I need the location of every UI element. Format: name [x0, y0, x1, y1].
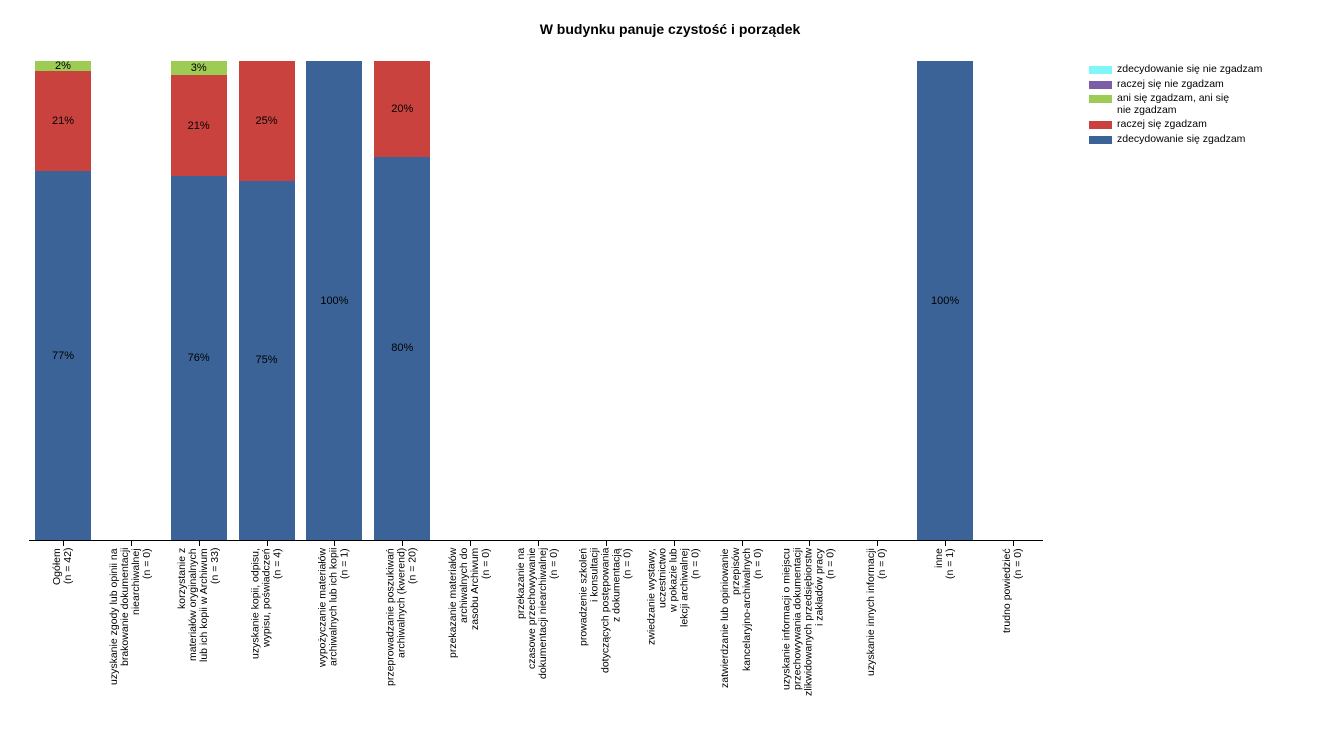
- x-axis-label: uzyskanie innych informacji (n = 0): [865, 548, 889, 676]
- legend-label: zdecydowanie się nie zgadzam: [1117, 63, 1263, 75]
- bar-segment: [35, 61, 91, 71]
- x-axis-tick: [537, 541, 539, 546]
- legend-swatch: [1089, 121, 1112, 129]
- x-axis-tick: [470, 541, 472, 546]
- x-axis-tick: [741, 541, 743, 546]
- x-axis-tick: [130, 541, 132, 546]
- legend-item: zdecydowanie się zgadzam: [1089, 132, 1262, 146]
- x-axis-tick: [402, 541, 404, 546]
- x-axis-tick: [605, 541, 607, 546]
- bar-segment-value: 100%: [930, 294, 960, 307]
- x-axis-label: zatwierdzanie lub opiniowanie przepisów …: [718, 548, 764, 688]
- bar-segment-value: 2%: [55, 59, 71, 72]
- x-axis-label: inne (n = 1): [933, 548, 957, 579]
- x-axis-label: przekazanie na czasowe przechowywanie do…: [514, 548, 560, 680]
- legend: zdecydowanie się nie zgadzam raczej się n…: [1089, 63, 1263, 146]
- legend-label: ani się zgadzam, ani się nie zgadzam: [1117, 92, 1230, 116]
- x-axis-tick: [334, 541, 336, 546]
- x-axis-tick: [1012, 541, 1014, 546]
- x-axis-label: wypożyczanie materiałów archiwalnych lub…: [316, 548, 351, 668]
- x-axis-tick: [673, 541, 675, 546]
- bar-segment: [35, 70, 91, 172]
- x-axis-tick: [198, 541, 200, 546]
- legend-swatch: [1089, 80, 1112, 89]
- bar-segment: [170, 175, 227, 540]
- x-axis-label: przekazanie materiałów archiwalnych do z…: [447, 548, 493, 659]
- bar-segment: [170, 61, 227, 76]
- x-axis-tick: [266, 541, 268, 546]
- x-axis-tick: [63, 541, 64, 546]
- bar-segment-value: 100%: [320, 294, 349, 307]
- x-axis-tick: [877, 541, 879, 546]
- bar-segment: [374, 61, 431, 157]
- x-axis-label: zwiedzanie wystawy, uczestnictwo w pokaz…: [645, 548, 702, 645]
- legend-swatch: [1089, 95, 1112, 103]
- bar-segment: [374, 156, 431, 540]
- bar-segment: [35, 171, 91, 540]
- bar-segment: [306, 61, 363, 540]
- x-axis-label: trudno powiedzieć (n = 0): [1000, 548, 1024, 633]
- chart-title: W budynku panuje czystość i porządek: [539, 21, 801, 37]
- x-axis-tick: [945, 541, 947, 546]
- x-axis-label: uzyskanie zgody lub opinii na brakowanie…: [107, 548, 153, 685]
- bar-segment-value: 75%: [255, 354, 278, 367]
- x-axis-label: uzyskanie kopii, odpisu, wypisu, poświad…: [249, 548, 284, 659]
- x-axis-label: przeprowadzanie poszukiwań archiwalnych …: [384, 548, 419, 686]
- bar-segment-value: 25%: [255, 114, 278, 127]
- legend-label: raczej się nie zgadzam: [1117, 77, 1224, 90]
- bar-segment-value: 20%: [391, 102, 414, 115]
- legend-label: zdecydowanie się zgadzam: [1117, 132, 1246, 145]
- legend-item: raczej się nie zgadzam: [1089, 77, 1262, 91]
- x-axis-label: prowadzenie szkoleń i konsultacji dotycz…: [577, 548, 634, 674]
- x-axis-label: korzystanie z materiałów oryginalnych lu…: [175, 548, 221, 662]
- legend-item: zdecydowanie się nie zgadzam: [1089, 63, 1263, 76]
- x-axis-tick: [809, 541, 811, 546]
- x-axis-label: uzyskanie informacji o miejscu przechowy…: [780, 548, 837, 697]
- bar-segment-value: 21%: [187, 119, 210, 132]
- bar-segment-value: 21%: [51, 114, 75, 127]
- bar-segment-value: 77%: [51, 349, 75, 362]
- legend-label: raczej się zgadzam: [1117, 118, 1207, 130]
- bar-segment: [238, 180, 295, 540]
- legend-item: ani się zgadzam, ani się nie zgadzam: [1089, 92, 1262, 116]
- bar-segment: [170, 75, 227, 176]
- bar-segment: [917, 61, 974, 540]
- legend-swatch: [1089, 66, 1112, 74]
- x-axis-label: Ogółem (n = 42): [51, 548, 74, 585]
- legend-item: raczej się zgadzam: [1089, 118, 1262, 131]
- legend-swatch: [1089, 135, 1112, 144]
- bar-segment-value: 76%: [187, 351, 210, 364]
- bar-segment-value: 80%: [391, 342, 414, 355]
- bar-segment: [238, 61, 295, 181]
- x-axis-line: [29, 540, 1043, 541]
- bar-segment-value: 3%: [190, 62, 207, 75]
